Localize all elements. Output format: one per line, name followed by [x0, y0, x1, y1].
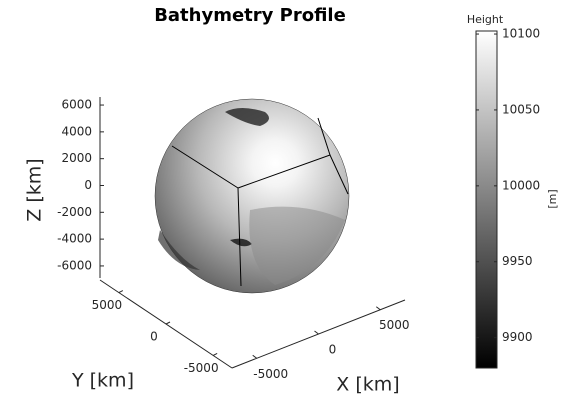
z-tick-label: -6000	[57, 258, 92, 272]
terrain-mid	[249, 206, 345, 285]
z-axis-label: Z [km]	[24, 158, 46, 221]
colorbar-tick-label: 10100	[502, 27, 540, 41]
x-tick	[314, 330, 319, 335]
terrain-dark	[230, 238, 252, 247]
colorbar	[475, 30, 498, 369]
y-tick-label: 5000	[92, 298, 123, 312]
colorbar-tick-label: 10050	[502, 102, 540, 116]
z-tick-label: -2000	[57, 205, 92, 219]
z-tick-label: 2000	[61, 151, 92, 165]
z-tick-label: -4000	[57, 232, 92, 246]
x-tick	[252, 354, 258, 359]
x-tick	[375, 306, 381, 311]
y-tick	[165, 321, 171, 325]
x-tick-label: 0	[329, 343, 337, 357]
x-axis-label: X [km]	[336, 374, 399, 396]
colorbar-tick-label: 9900	[502, 330, 533, 344]
colorbar-tick-label: 9950	[502, 254, 533, 268]
z-tick-label: 4000	[61, 124, 92, 138]
colorbar-tick-label: 10000	[502, 178, 540, 192]
y-axis-label: Y [km]	[71, 370, 134, 392]
chart-title: Bathymetry Profile	[154, 5, 346, 26]
z-tick-label: 6000	[61, 98, 92, 112]
y-tick-label: -5000	[184, 361, 219, 375]
y-tick	[212, 352, 218, 356]
y-tick	[118, 290, 124, 294]
x-tick-label: -5000	[253, 367, 288, 381]
terrain-dark	[225, 108, 269, 126]
colorbar-label: [m]	[546, 189, 559, 208]
terrain-dark	[158, 230, 200, 270]
z-tick-label: 0	[84, 178, 92, 192]
seam	[317, 117, 331, 156]
colorbar-title: Height	[467, 13, 504, 26]
x-tick-label: 5000	[379, 318, 410, 332]
y-tick-label: 0	[150, 330, 158, 344]
